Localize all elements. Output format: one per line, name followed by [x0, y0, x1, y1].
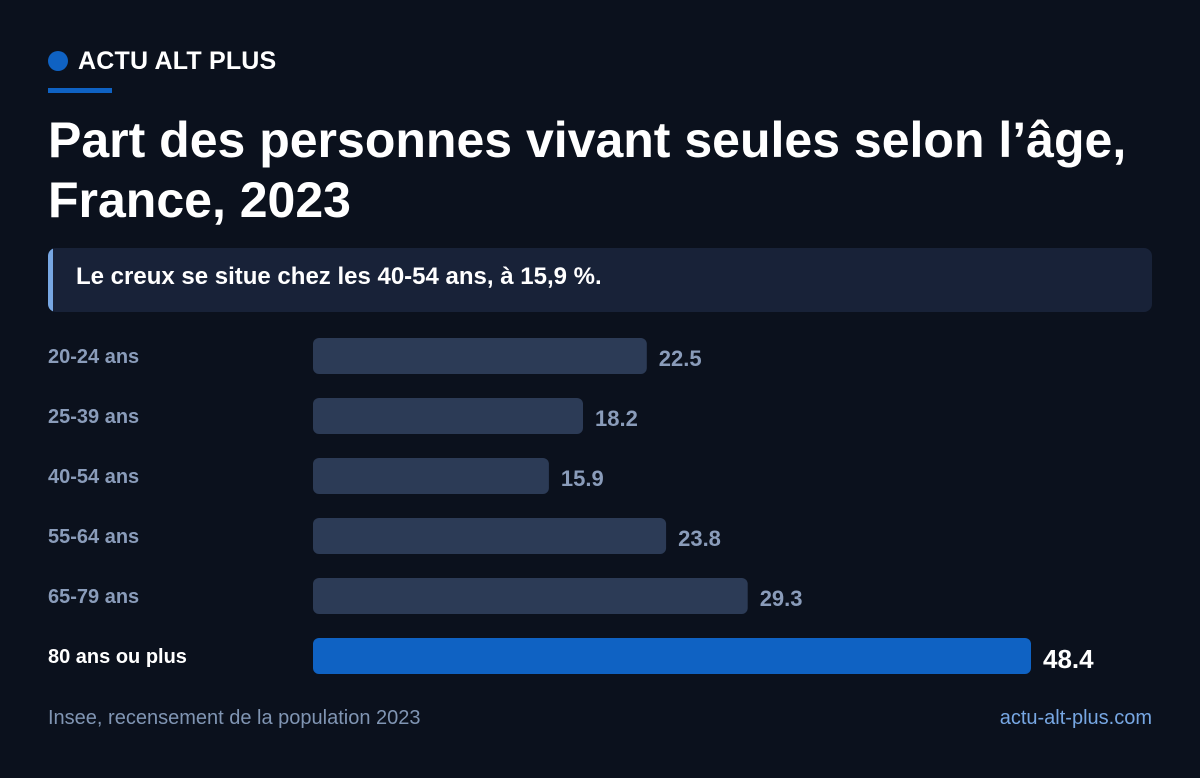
brand-name: ACTU ALT PLUS	[78, 47, 277, 75]
category-label: 25-39 ans	[48, 406, 139, 428]
source-note: Insee, recensement de la population 2023	[48, 707, 421, 729]
bar	[313, 398, 583, 434]
brand-underline	[48, 88, 112, 93]
value-label: 22.5	[659, 346, 702, 371]
bar	[313, 578, 748, 614]
bar	[313, 518, 667, 554]
category-label: 65-79 ans	[48, 586, 139, 608]
bar	[313, 338, 647, 374]
callout-box: Le creux se situe chez les 40-54 ans, à …	[48, 248, 1152, 312]
value-label: 29.3	[760, 586, 803, 611]
category-label: 20-24 ans	[48, 346, 139, 368]
value-label: 23.8	[678, 526, 721, 551]
callout-accent-bar	[48, 248, 53, 312]
value-label: 15.9	[561, 466, 604, 491]
bar-chart: 20-24 ans 22.5 25-39 ans 18.2 40-54 ans 15.9 5…	[48, 338, 1094, 674]
category-label: 40-54 ans	[48, 466, 139, 488]
chart-title: Part des personnes vivant seules selon l…	[48, 112, 1127, 228]
callout-text: Le creux se situe chez les 40-54 ans, à …	[76, 263, 602, 290]
site-link[interactable]: actu-alt-plus.com	[999, 707, 1152, 729]
category-label: 80 ans ou plus	[48, 646, 187, 668]
category-label: 55-64 ans	[48, 526, 139, 548]
brand-dot-icon	[48, 51, 68, 71]
brand: ACTU ALT PLUS	[48, 46, 276, 76]
value-label: 18.2	[595, 406, 638, 431]
bar	[313, 638, 1031, 674]
value-label: 48.4	[1043, 644, 1094, 674]
bar	[313, 458, 549, 494]
